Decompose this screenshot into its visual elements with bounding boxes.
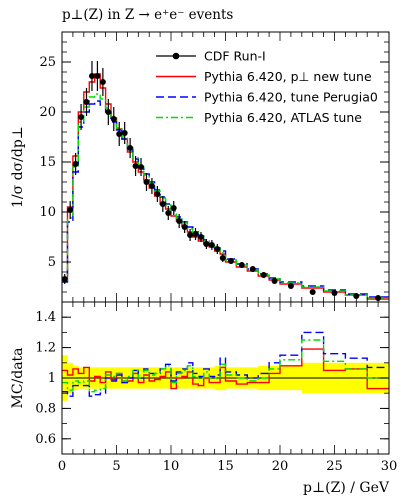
data-point [83,99,90,105]
ratio-ytick-label: 0.6 [35,432,56,447]
data-point [121,130,128,136]
main-axes-layer: 5 10 15 20 25 [39,31,390,303]
legend-marker-point [172,52,180,60]
main-ylabel: 1/σ dσ/dp⊥ [10,126,26,208]
data-point [214,246,221,252]
ratio-ytick-label: 0.8 [35,401,56,416]
data-point [197,234,204,240]
chart-title: p⊥(Z) in Z → e⁺e⁻ events [62,7,233,23]
legend-label: Pythia 6.420, p⊥ new tune [204,69,372,84]
x-tick-label: 20 [272,459,289,474]
data-point [208,242,215,248]
ratio-ytick-label: 1 [48,371,56,386]
data-point [127,145,134,151]
main-ytick-label: 5 [48,255,56,270]
data-point [105,109,112,115]
data-point [187,232,194,238]
data-point [116,131,123,137]
data-point [94,73,101,79]
data-point [143,179,150,185]
legend: CDF Run-I Pythia 6.420, p⊥ new tune Pythia… [156,49,378,125]
data-point [353,293,360,299]
ratio-ytick-label: 1.4 [35,310,56,325]
x-tick-label: 30 [381,459,398,474]
x-tick-label: 0 [58,459,66,474]
legend-label: Pythia 6.420, tune Perugia0 [204,90,378,105]
ratio-ylabel: MC/data [10,347,26,408]
ratio-axes-layer: 0.6 0.8 1 1.2 1.4 0 5 10 15 20 25 30 [35,301,398,474]
x-tick-label: 25 [326,459,343,474]
data-point [78,114,85,120]
data-point [72,161,79,167]
ratio-series-layer [62,331,389,397]
data-point [132,163,139,169]
data-point [271,278,278,284]
data-point [249,266,256,272]
x-tick-label: 10 [163,459,180,474]
data-point [181,224,188,230]
data-point [260,272,267,278]
data-point [159,201,166,207]
data-point [192,231,199,237]
data-point [219,255,226,261]
data-point [88,73,95,79]
main-ytick-label: 25 [39,55,56,70]
ratio-series-1 [62,331,389,397]
data-point [309,289,316,295]
data-point [176,218,183,224]
data-point [61,276,68,282]
data-point [238,262,245,268]
data-point [203,241,210,247]
ratio-series-2 [62,339,389,393]
data-point [154,191,161,197]
main-series-layer [62,73,389,300]
main-series-0 [62,73,389,300]
data-point [227,258,234,264]
x-tick-label: 15 [217,459,234,474]
data-point [110,116,117,122]
legend-label: CDF Run-I [204,49,266,64]
data-point [287,283,294,289]
ratio-panel: 0.6 0.8 1 1.2 1.4 0 5 10 15 20 25 30 MC/data p⊥(Z) … [10,301,398,496]
ratio-series-0 [62,348,389,390]
data-point [148,183,155,189]
main-ytick-label: 15 [39,155,56,170]
data-point [170,205,177,211]
ratio-ytick-label: 1.2 [35,341,56,356]
data-point [165,210,172,216]
legend-label: Pythia 6.420, ATLAS tune [204,110,362,125]
data-point [138,164,145,170]
x-axis-label: p⊥(Z) / GeV [303,480,390,496]
main-series-1 [62,100,389,298]
main-panel: 5 10 15 20 25 1/σ dσ/dp⊥ [10,31,390,303]
main-ytick-label: 10 [39,205,56,220]
main-ytick-label: 20 [39,105,56,120]
data-point [99,79,106,85]
x-tick-label: 5 [112,459,120,474]
